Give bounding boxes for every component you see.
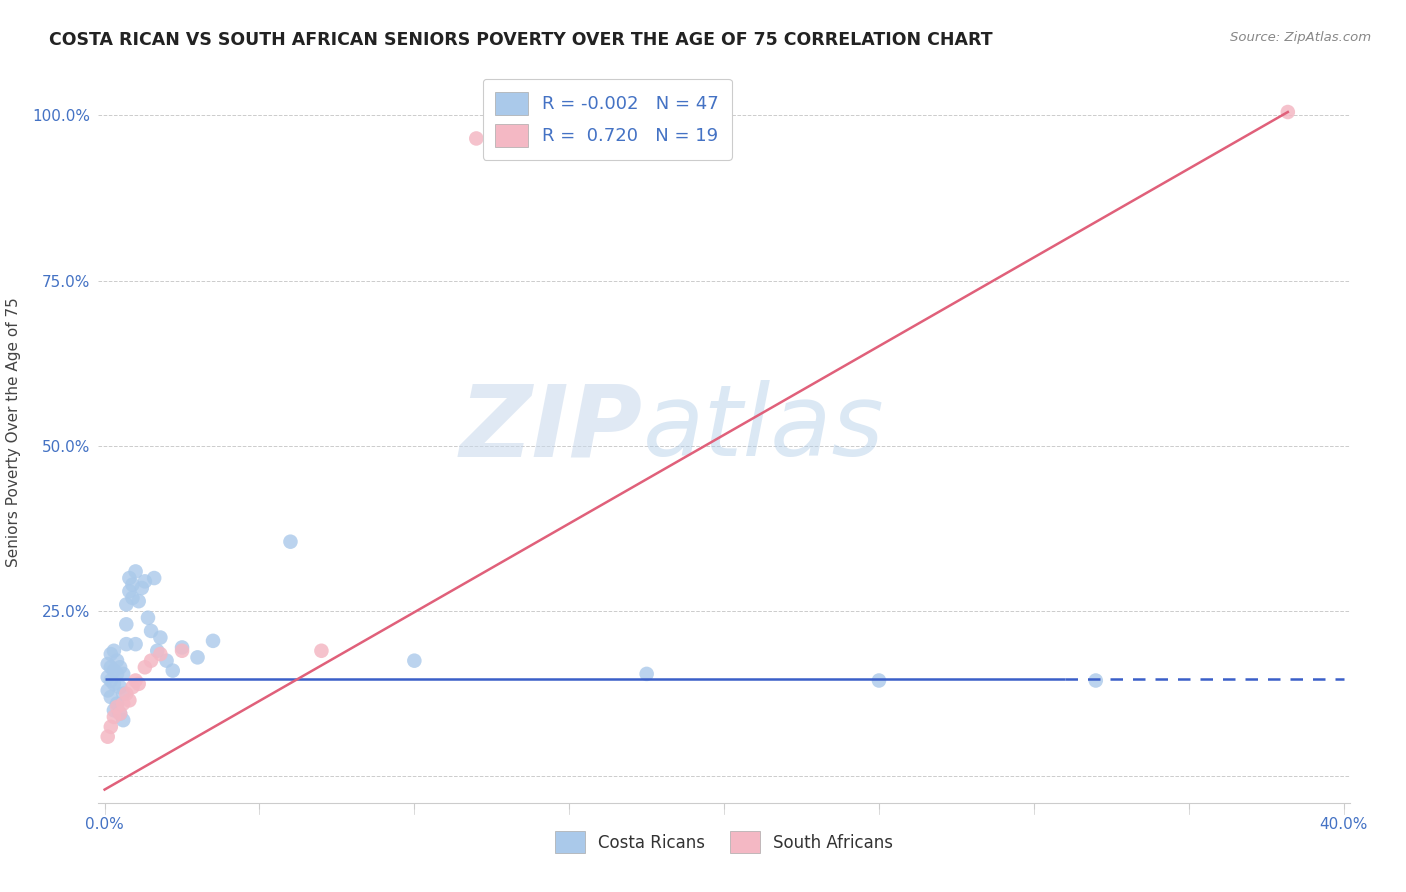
Point [100, 673, 122, 688]
Point [131, 581, 153, 595]
Point [108, 680, 131, 694]
Point [134, 574, 156, 589]
Point [404, 654, 426, 668]
Point [280, 534, 302, 549]
Point [105, 700, 128, 714]
Point [103, 703, 125, 717]
Point [186, 650, 208, 665]
Point [103, 677, 125, 691]
Point [108, 706, 131, 721]
Point [100, 720, 122, 734]
Point [112, 666, 135, 681]
Point [124, 673, 146, 688]
Point [115, 617, 138, 632]
Point [118, 693, 141, 707]
Point [118, 571, 141, 585]
Point [868, 673, 890, 688]
Point [620, 125, 643, 139]
Point [121, 591, 143, 605]
Point [115, 637, 138, 651]
Point [121, 680, 143, 694]
Text: atlas: atlas [643, 380, 884, 477]
Point [108, 660, 131, 674]
Text: COSTA RICAN VS SOUTH AFRICAN SENIORS POVERTY OVER THE AGE OF 75 CORRELATION CHAR: COSTA RICAN VS SOUTH AFRICAN SENIORS POV… [49, 31, 993, 49]
Point [170, 640, 193, 655]
Point [146, 644, 169, 658]
Point [139, 624, 162, 638]
Point [1277, 105, 1299, 120]
Point [97, 683, 120, 698]
Point [202, 633, 225, 648]
Point [121, 577, 143, 591]
Y-axis label: Seniors Poverty Over the Age of 75: Seniors Poverty Over the Age of 75 [6, 298, 21, 567]
Point [170, 644, 193, 658]
Point [134, 660, 156, 674]
Point [112, 713, 135, 727]
Point [112, 687, 135, 701]
Point [136, 611, 159, 625]
Point [636, 666, 658, 681]
Point [149, 631, 172, 645]
Point [465, 131, 488, 145]
Point [105, 654, 128, 668]
Point [100, 647, 122, 661]
Point [115, 687, 138, 701]
Point [139, 654, 162, 668]
Point [100, 660, 122, 674]
Legend: Costa Ricans, South Africans: Costa Ricans, South Africans [547, 823, 901, 861]
Point [97, 670, 120, 684]
Point [103, 664, 125, 678]
Point [97, 657, 120, 671]
Text: Source: ZipAtlas.com: Source: ZipAtlas.com [1230, 31, 1371, 45]
Point [124, 637, 146, 651]
Point [162, 664, 184, 678]
Point [128, 594, 150, 608]
Point [311, 644, 333, 658]
Point [143, 571, 166, 585]
Point [103, 644, 125, 658]
Point [105, 697, 128, 711]
Point [100, 690, 122, 704]
Point [118, 584, 141, 599]
Text: ZIP: ZIP [460, 380, 643, 477]
Point [97, 730, 120, 744]
Point [124, 565, 146, 579]
Point [112, 697, 135, 711]
Point [115, 598, 138, 612]
Point [105, 666, 128, 681]
Point [108, 706, 131, 721]
Point [1084, 673, 1107, 688]
Point [149, 647, 172, 661]
Point [155, 654, 177, 668]
Point [103, 710, 125, 724]
Point [128, 677, 150, 691]
